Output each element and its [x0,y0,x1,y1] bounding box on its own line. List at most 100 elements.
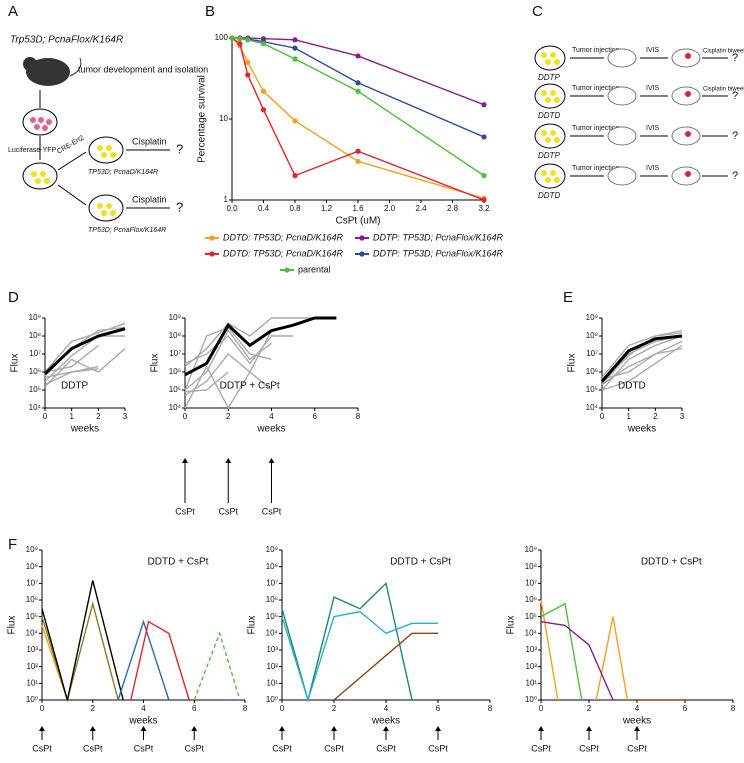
cell [554,59,560,65]
point [481,173,487,179]
cell [38,117,44,123]
y-tick-label: 10¹ [266,678,278,687]
y-tick-label: 10 [219,114,228,123]
row-label: DDTD [538,191,560,200]
y-tick-label: 100 [215,33,229,42]
point [355,53,361,59]
y-tick-label: 10⁴ [169,403,182,412]
imaging: IVIS [646,47,660,54]
cell [30,117,36,123]
y-tick-label: 10⁸ [525,562,537,571]
x-tick-label: 0.0 [226,204,238,213]
point [355,158,361,164]
x-tick-label: 1.6 [352,204,364,213]
point [355,80,361,86]
x-tick-label: 0.4 [258,204,270,213]
y-tick-label: 10⁹ [29,313,41,322]
mouse [26,58,70,86]
outcome: ? [732,90,738,102]
y-tick-label: 10³ [525,645,537,654]
y-axis-label: Flux [7,616,18,635]
y-tick-label: 10⁴ [29,403,42,412]
mouse [607,86,637,106]
treatment-label: CsPt [627,743,647,753]
x-tick-label: 6 [313,412,318,421]
annotation: DDTD + CsPt [148,557,209,568]
x-tick-label: 0 [40,704,45,713]
cell [550,52,556,58]
treatment-label: CsPt [324,743,344,753]
cell [106,203,112,209]
legend-swatch [209,235,215,241]
treatment-label: CsPt [579,743,599,753]
point [245,59,251,65]
point [245,37,251,43]
legend-swatch [359,235,365,241]
injection: Tumor injection [572,85,620,92]
cell [106,145,112,151]
dish [22,162,58,190]
panel-label: D [8,289,19,306]
panel-label: F [8,536,17,553]
arrowhead [89,726,96,731]
x-tick-label: 2 [332,704,337,713]
x-tick-label: 0 [600,412,605,421]
imaging: IVIS [646,85,660,92]
x-axis-label: CsPt (uM) [336,216,381,227]
series-line [281,581,413,703]
treatment-label: CsPt [262,506,282,516]
legend-label: parental [298,264,331,274]
cell [541,170,547,176]
point [260,41,267,47]
series-line [41,580,124,701]
series-line [184,335,294,365]
series-line [184,316,337,377]
panel-label: A [8,3,18,20]
series-line [44,348,126,388]
arrowhead [225,458,232,463]
series-line [601,344,683,391]
y-tick-label: 10⁴ [26,628,39,637]
treatment-label: CsPt [83,743,103,753]
y-tick-label: 10⁷ [266,578,278,587]
y-tick-label: 10² [26,662,38,671]
cell [40,171,46,177]
genotype: TP53D; PcnaFlox/K164R [88,227,166,234]
series-line [333,632,438,701]
y-tick-label: 10⁴ [586,403,599,412]
y-tick-label: 10⁷ [26,578,38,587]
series-line [231,37,485,177]
cell [101,152,107,158]
imaging: IVIS [646,125,660,132]
y-tick-label: 10³ [266,645,278,654]
treatment-label: CsPt [272,743,292,753]
cell [541,90,547,96]
series-line [232,37,485,106]
x-tick-label: 2.0 [384,204,396,213]
series-line [540,620,614,701]
x-axis-label: weeks [70,424,99,435]
y-tick-label: 10⁰ [26,695,38,704]
series-line [184,371,229,393]
cell [545,97,551,103]
y-tick-label: 10⁵ [266,612,278,621]
row-label: DDTP [538,151,560,160]
arrowhead [39,726,45,731]
x-tick-label: 4 [384,704,389,713]
point [245,72,251,78]
treatment: Cisplatin [132,194,167,204]
point [292,173,298,179]
tumor [685,91,691,97]
point [292,37,298,43]
cell [550,130,556,136]
x-tick-label: 2.4 [415,204,427,213]
dish [88,194,124,222]
cell [97,203,103,209]
y-tick-label: 10⁹ [26,545,38,554]
y-tick-label: 10³ [26,645,38,654]
legend-label: DDTD: TP53D; PcnaD/K164R [223,232,344,242]
legend-label: DDTP: TP53D; PcnaFlox/K164R [373,232,504,242]
injection: Tumor injection [572,47,620,54]
y-axis-label: Flux [150,354,161,373]
series-line [43,327,126,375]
